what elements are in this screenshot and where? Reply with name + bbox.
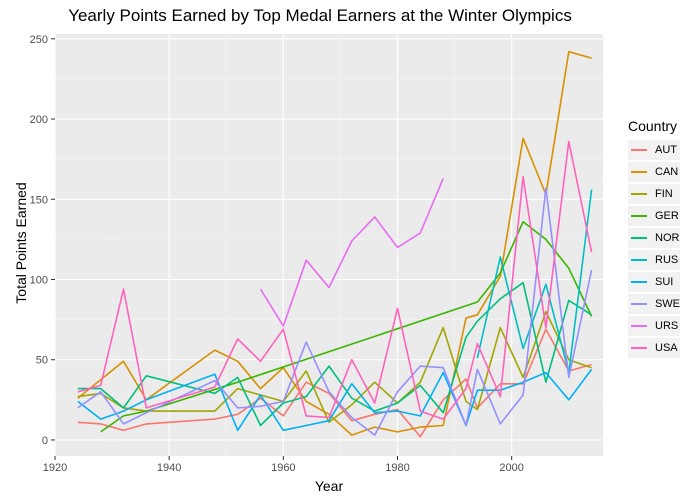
- legend-item-can: CAN: [628, 162, 680, 182]
- y-tick-label: 150: [30, 194, 48, 206]
- legend-label: SWE: [654, 298, 680, 310]
- x-axis: 1920 1940 1960 1980 2000: [43, 456, 524, 474]
- x-tick-label: 2000: [499, 462, 523, 474]
- legend-item-fin: FIN: [628, 184, 680, 204]
- legend-label: FIN: [655, 188, 673, 200]
- legend-item-rus: RUS: [628, 250, 680, 270]
- legend-swatch: [631, 259, 647, 261]
- legend-label: GER: [655, 210, 679, 222]
- series-line-rus: [476, 189, 593, 374]
- legend-item-ger: GER: [628, 206, 680, 226]
- legend-item-aut: AUT: [628, 140, 680, 160]
- series-lines: [77, 50, 593, 438]
- y-tick-label: 200: [30, 114, 48, 126]
- legend-label: RUS: [655, 254, 679, 266]
- legend-label: SUI: [655, 276, 674, 288]
- x-axis-label: Year: [314, 478, 344, 494]
- legend-item-swe: SWE: [628, 294, 680, 314]
- legend-swatch: [631, 193, 647, 195]
- legend-title: Country: [628, 118, 678, 134]
- legend-label: URS: [655, 320, 679, 332]
- legend-item-urs: URS: [628, 316, 680, 336]
- legend-swatch: [631, 171, 647, 173]
- legend-item-usa: USA: [628, 338, 680, 358]
- legend-swatch: [631, 325, 647, 327]
- legend-items: AUT CAN FIN GER NOR RUS SUI SWE URS USA: [628, 140, 680, 358]
- legend-label: AUT: [655, 144, 677, 156]
- legend-item-nor: NOR: [628, 228, 680, 248]
- x-tick-label: 1980: [385, 462, 409, 474]
- y-tick-label: 250: [30, 34, 48, 46]
- series-line-ger: [100, 220, 593, 433]
- x-tick-label: 1920: [43, 462, 67, 474]
- y-tick-label: 0: [42, 435, 48, 447]
- legend-label: NOR: [655, 232, 680, 244]
- series-line-aut: [77, 328, 592, 438]
- chart-title: Yearly Points Earned by Top Medal Earner…: [68, 6, 572, 25]
- y-tick-label: 50: [36, 355, 48, 367]
- series-line-sui: [77, 368, 593, 432]
- legend-swatch: [631, 347, 647, 349]
- legend-label: CAN: [655, 166, 679, 178]
- legend-swatch: [631, 303, 647, 305]
- y-axis: 0 50 100 150 200 250: [30, 34, 55, 447]
- legend-swatch: [631, 281, 647, 283]
- legend: Country AUT CAN FIN GER NOR RUS SUI SWE URS USA: [628, 118, 680, 360]
- y-tick-label: 100: [30, 274, 48, 286]
- legend-swatch: [631, 237, 647, 239]
- series-line-fin: [77, 310, 592, 424]
- legend-swatch: [631, 215, 647, 217]
- x-tick-label: 1940: [157, 462, 181, 474]
- legend-swatch: [631, 149, 647, 151]
- series-line-usa: [77, 140, 593, 420]
- y-axis-label: Total Points Earned: [13, 182, 29, 304]
- legend-item-sui: SUI: [628, 272, 680, 292]
- x-tick-label: 1960: [271, 462, 295, 474]
- grid-major: [54, 34, 603, 456]
- series-line-urs: [259, 178, 444, 327]
- series-line-can: [77, 50, 592, 436]
- legend-label: USA: [655, 342, 678, 354]
